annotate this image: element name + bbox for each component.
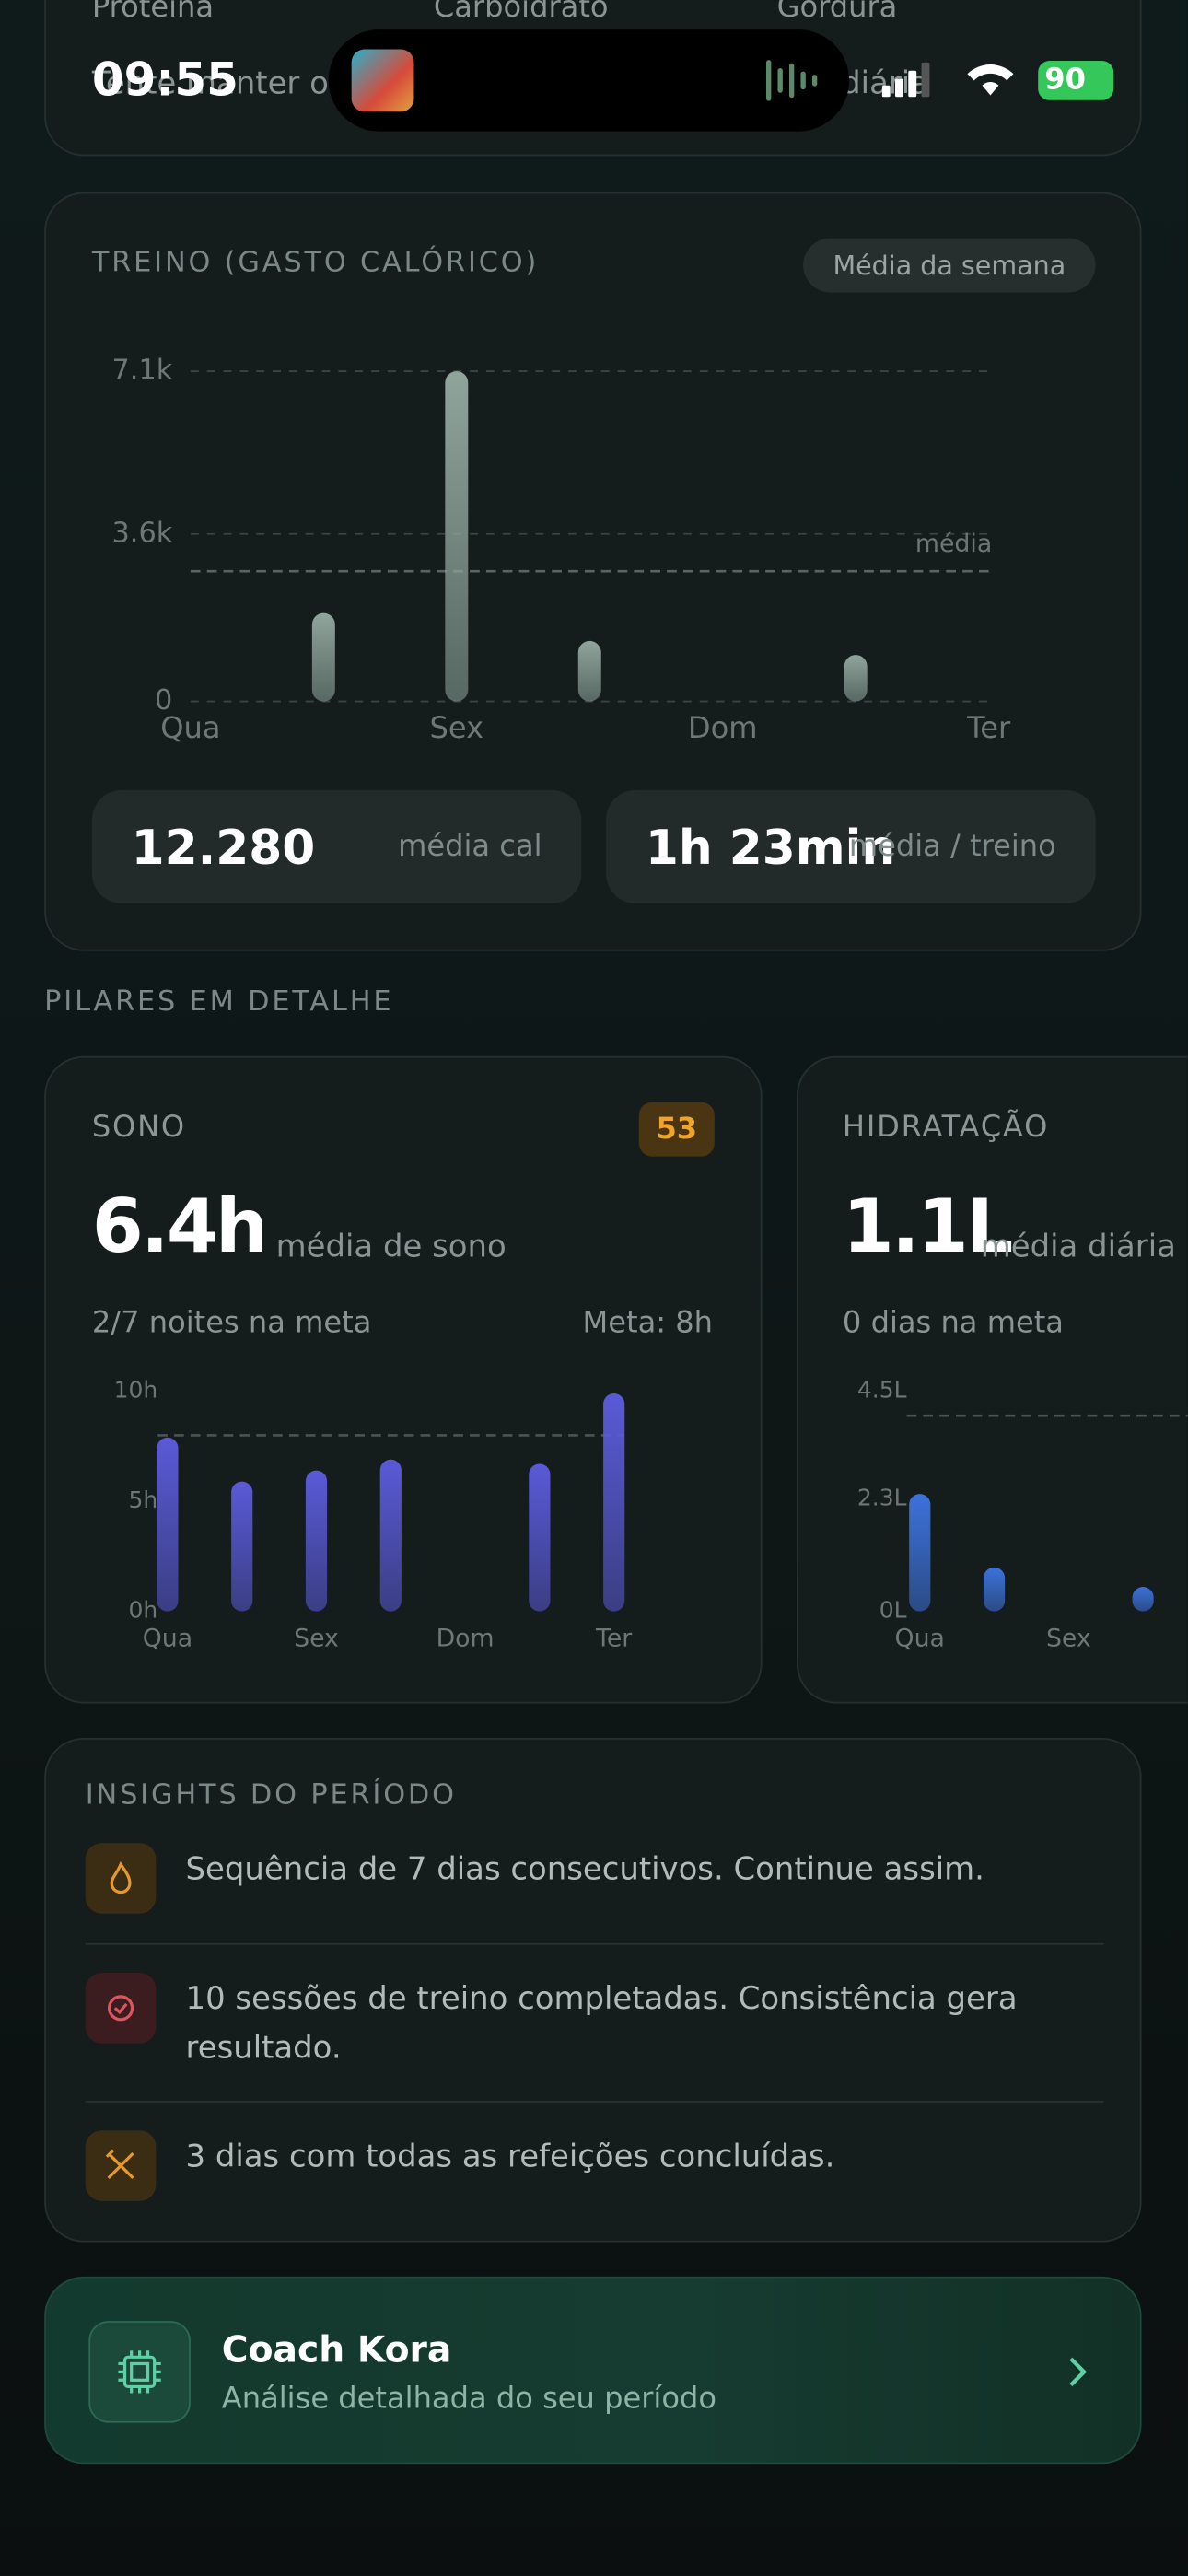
coach-icon (88, 2321, 191, 2423)
section-title: PILARES EM DETALHE (44, 985, 394, 1019)
wifi-icon (967, 64, 1014, 96)
x-tick-label: Dom (437, 1624, 495, 1652)
flame-icon (85, 1843, 157, 1914)
x-tick-label: Sex (294, 1624, 339, 1652)
pillar-value: 6.4h (91, 1183, 268, 1270)
goal-days: 2/7 noites na meta (91, 1305, 372, 1341)
card-title: INSIGHTS DO PERÍODO (85, 1778, 457, 1813)
y-tick-label: 7.1k (112, 355, 173, 387)
coach-subtitle: Análise detalhada do seu período (221, 2382, 717, 2417)
x-tick-label: Dom (688, 710, 758, 745)
pillar-caption: média diária (980, 1229, 1176, 1265)
y-tick-label: 3.6k (112, 517, 173, 549)
pillar-value: 1.1L (842, 1183, 1013, 1270)
x-tick-label: Ter (595, 1624, 632, 1652)
audio-wave (766, 60, 818, 101)
bar (157, 1437, 179, 1612)
check-icon (85, 1972, 157, 2044)
bar (1132, 1587, 1154, 1612)
insight-text: 10 sessões de treino completadas. Consis… (185, 1980, 1018, 2067)
stat-box: 12.280 média cal (91, 789, 582, 903)
bar (311, 612, 335, 702)
goal: Meta: 8h (582, 1305, 714, 1341)
bar (305, 1470, 328, 1612)
y-tick-label: 4.5L (857, 1377, 907, 1404)
y-tick-label: 0h (129, 1597, 158, 1624)
stat-value: 1h 23min (645, 819, 896, 876)
x-tick-label: Sex (430, 710, 484, 745)
chevron (1069, 2357, 1088, 2387)
x-tick-label: Qua (143, 1624, 192, 1652)
bar (909, 1494, 931, 1612)
macro-label: Proteína (91, 0, 215, 25)
macro-label: Gordura (776, 0, 898, 25)
divider (85, 2101, 1104, 2103)
y-tick-label: 0 (155, 684, 172, 717)
y-tick-label: 10h (114, 1377, 158, 1404)
stat-value: 12.280 (131, 819, 316, 876)
card-title: TREINO (GASTO CALÓRICO) (91, 246, 540, 280)
pillar-caption: média de sono (275, 1229, 507, 1265)
insight-text: Sequência de 7 dias consecutivos. Contin… (185, 1851, 984, 1888)
x-tick-label: Ter (966, 710, 1011, 745)
stat-label: média cal (398, 829, 542, 865)
insight-text: 3 dias com todas as refeições concluídas… (185, 2139, 835, 2175)
bar (577, 640, 601, 702)
score-badge: 53 (638, 1102, 715, 1157)
bar (529, 1463, 551, 1612)
y-tick-label: 2.3L (857, 1484, 907, 1510)
bar (379, 1459, 402, 1612)
stat-label: média / treino (848, 829, 1056, 865)
divider (85, 1942, 1104, 1945)
pillar-title: SONO (91, 1110, 186, 1146)
signal-icon (881, 62, 930, 98)
average-label: média (915, 530, 992, 558)
coach-title: Coach Kora (221, 2330, 452, 2372)
bar (603, 1393, 625, 1612)
bar (844, 655, 868, 702)
y-tick-label: 5h (129, 1486, 158, 1513)
battery: 90 (1038, 60, 1114, 100)
utensils-icon (85, 2130, 157, 2201)
macro-label: Carboidrato (433, 0, 609, 25)
clock: 09:55 (91, 52, 239, 107)
x-tick-label: Qua (895, 1624, 945, 1652)
dynamic-island (328, 29, 850, 132)
x-tick-label: Sex (1046, 1624, 1091, 1652)
goal-days: 0 dias na meta (842, 1305, 1064, 1341)
bar (983, 1567, 1006, 1612)
macro-note: Tente manter o (91, 65, 329, 102)
period-badge[interactable]: Média da semana (803, 238, 1096, 293)
bar (231, 1481, 253, 1612)
coach-card[interactable]: Coach Kora Análise detalhada do seu perí… (44, 2276, 1142, 2465)
pillar-title: HIDRATAÇÃO (842, 1110, 1050, 1146)
y-tick-label: 0L (879, 1597, 907, 1624)
insights-card (44, 1737, 1142, 2243)
x-tick-label: Qua (160, 710, 220, 745)
stat-box: 1h 23min média / treino (606, 789, 1096, 903)
bar (445, 371, 469, 702)
app-artwork (351, 49, 414, 112)
